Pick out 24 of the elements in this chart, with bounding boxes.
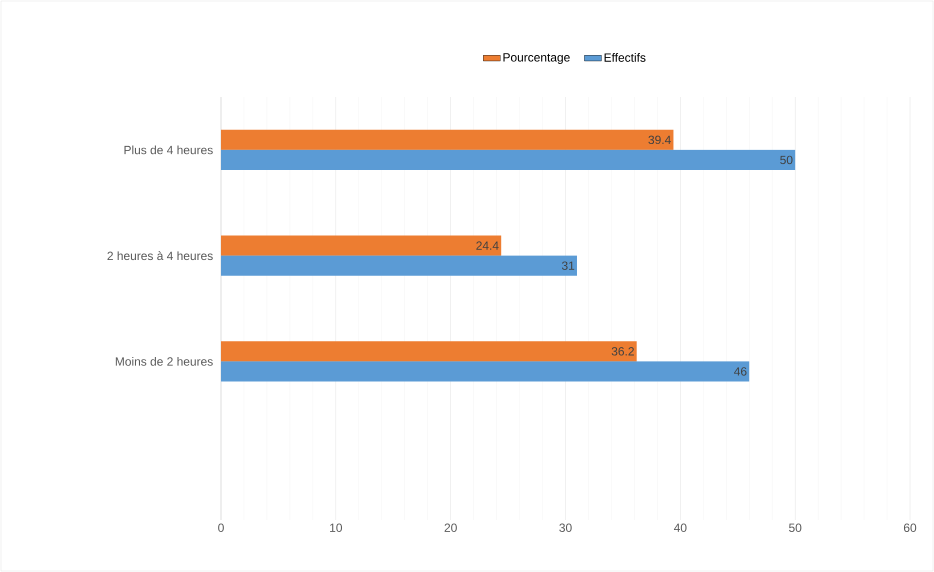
bar [221, 361, 750, 382]
bar [221, 150, 796, 170]
data-label: 24.4 [476, 241, 499, 250]
data-label: 50 [780, 156, 793, 164]
x-tick-label: 60 [904, 524, 916, 532]
x-tick-label: 30 [559, 524, 572, 532]
data-label: 36.2 [612, 347, 634, 356]
y-tick-label: Moins de 2 heures [116, 356, 213, 366]
legend-label: Pourcentage [503, 53, 570, 64]
bar [221, 341, 637, 362]
x-tick-label: 10 [330, 524, 342, 532]
x-tick-label: 40 [674, 524, 687, 532]
y-tick-label: 2 heures à 4 heures [107, 251, 213, 260]
y-tick-label: Plus de 4 heures [124, 145, 213, 154]
legend-label: Effectifs [604, 53, 646, 62]
x-tick-label: 0 [218, 524, 224, 532]
bar [221, 130, 674, 150]
data-label: 39.4 [648, 136, 671, 144]
bar [221, 256, 577, 276]
data-label: 46 [734, 367, 747, 376]
x-tick-label: 20 [444, 524, 457, 532]
x-tick-label: 50 [789, 524, 802, 532]
bar [221, 236, 502, 256]
data-label: 31 [562, 261, 574, 270]
